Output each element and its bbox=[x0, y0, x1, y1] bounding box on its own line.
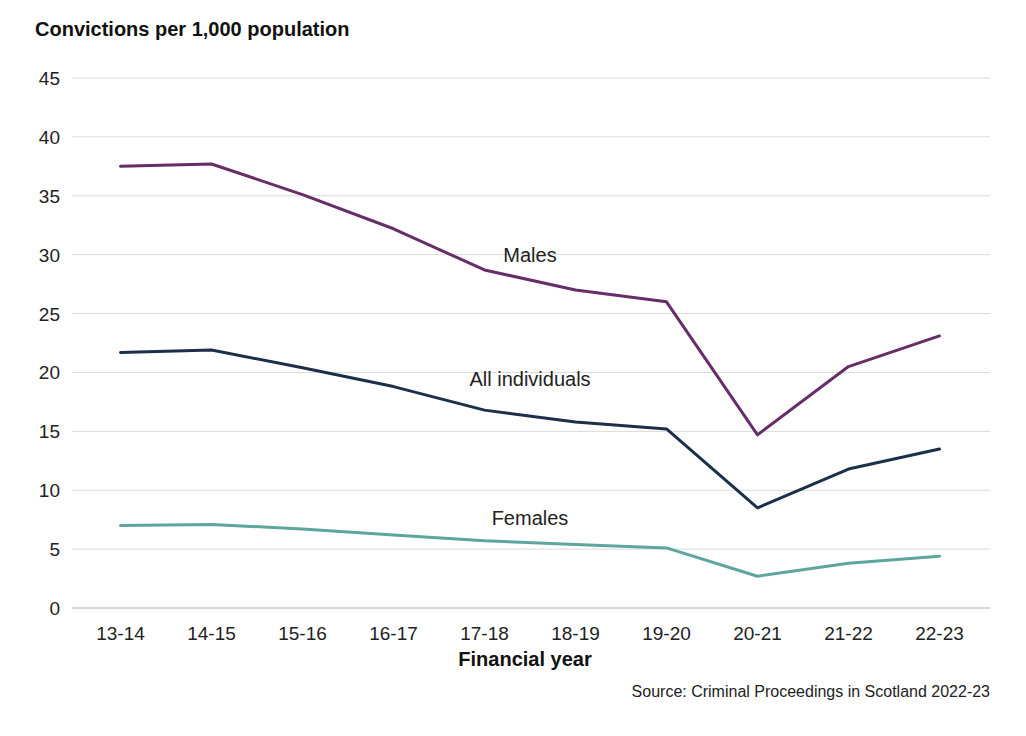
source-note: Source: Criminal Proceedings in Scotland… bbox=[632, 683, 991, 700]
grid-line bbox=[72, 490, 990, 491]
series-label: All individuals bbox=[469, 368, 590, 390]
grid-line bbox=[72, 431, 990, 432]
series-label: Females bbox=[492, 507, 569, 529]
y-tick-label: 15 bbox=[39, 421, 60, 442]
grid-line bbox=[72, 313, 990, 314]
x-tick-label: 21-22 bbox=[824, 623, 873, 644]
y-tick-label: 30 bbox=[39, 245, 60, 266]
x-axis-label: Financial year bbox=[458, 648, 592, 670]
grid-line bbox=[72, 549, 990, 550]
y-tick-label: 0 bbox=[49, 598, 60, 619]
y-tick-label: 35 bbox=[39, 186, 60, 207]
x-tick-label: 22-23 bbox=[915, 623, 964, 644]
y-tick-label: 10 bbox=[39, 480, 60, 501]
x-tick-label: 19-20 bbox=[642, 623, 691, 644]
x-tick-label: 20-21 bbox=[733, 623, 782, 644]
y-tick-label: 25 bbox=[39, 304, 60, 325]
x-tick-label: 14-15 bbox=[187, 623, 236, 644]
chart: 0 5 10 15 20 25 30 35 40 45 13-14 14-15 15-16 16-17 17… bbox=[0, 0, 1026, 736]
x-tick-label: 15-16 bbox=[278, 623, 327, 644]
y-tick-label: 45 bbox=[39, 68, 60, 89]
series-line bbox=[121, 524, 940, 576]
series-line bbox=[121, 350, 940, 508]
y-tick-label: 5 bbox=[49, 539, 60, 560]
grid-line bbox=[72, 608, 990, 609]
series-label: Males bbox=[503, 244, 556, 266]
grid-line bbox=[72, 136, 990, 137]
title: Convictions per 1,000 population bbox=[35, 18, 350, 40]
y-tick-label: 40 bbox=[39, 127, 60, 148]
grid-line bbox=[72, 195, 990, 196]
y-tick-label: 20 bbox=[39, 362, 60, 383]
plot-area bbox=[121, 164, 940, 576]
series-line bbox=[121, 164, 940, 435]
x-tick-label: 13-14 bbox=[96, 623, 145, 644]
x-tick-label: 16-17 bbox=[369, 623, 418, 644]
x-tick-label: 18-19 bbox=[551, 623, 600, 644]
x-tick-label: 17-18 bbox=[460, 623, 509, 644]
grid-line bbox=[72, 78, 990, 79]
